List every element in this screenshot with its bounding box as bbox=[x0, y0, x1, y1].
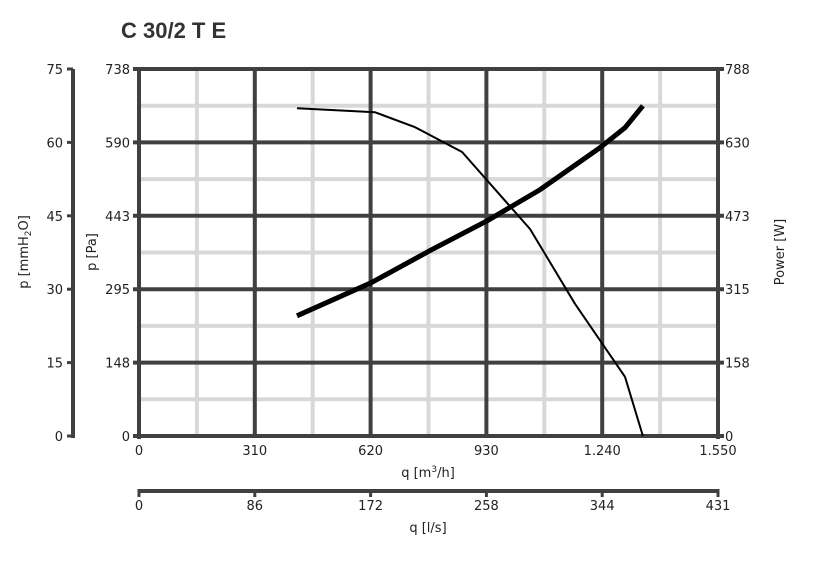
y-tick-mmh2o: 60 bbox=[46, 136, 63, 151]
x-tick-ls: 344 bbox=[590, 499, 615, 514]
y-axis-pa: 738 590 443 295 148 0 bbox=[105, 63, 130, 445]
y-axis-pa-label: p [Pa] bbox=[85, 233, 100, 271]
y-tick-power: 473 bbox=[725, 210, 750, 225]
x-tick-ls: 258 bbox=[474, 499, 499, 514]
x-axis-ls: 0 86 172 258 344 431 bbox=[135, 489, 731, 514]
x-tick-m3h: 1.550 bbox=[699, 444, 736, 459]
x-tick-m3h: 0 bbox=[135, 444, 143, 459]
y-axis-mmh2o: 75 60 45 30 15 0 bbox=[46, 63, 75, 445]
x-tick-ls: 431 bbox=[706, 499, 731, 514]
y-axis-mmh2o-label: p [mmH2O] bbox=[17, 215, 34, 289]
x-tick-m3h: 310 bbox=[242, 444, 267, 459]
y-tick-mmh2o: 30 bbox=[46, 283, 63, 298]
y-tick-pa: 295 bbox=[105, 283, 130, 298]
x-tick-m3h: 930 bbox=[474, 444, 499, 459]
x-tick-m3h: 620 bbox=[358, 444, 383, 459]
y-tick-pa: 738 bbox=[105, 63, 130, 78]
y-tick-power: 158 bbox=[725, 357, 750, 372]
x-tick-ls: 0 bbox=[135, 499, 143, 514]
chart-title: C 30/2 T E bbox=[121, 18, 226, 43]
x-tick-ls: 86 bbox=[247, 499, 264, 514]
power-curve bbox=[295, 104, 645, 319]
y-tick-pa: 443 bbox=[105, 210, 130, 225]
y-tick-mmh2o: 75 bbox=[46, 63, 63, 78]
y-tick-pa: 0 bbox=[122, 430, 130, 445]
x-tick-ls: 172 bbox=[358, 499, 383, 514]
x-axis-ls-label: q [l/s] bbox=[409, 521, 446, 536]
x-tick-m3h: 1.240 bbox=[584, 444, 621, 459]
y-tick-mmh2o: 15 bbox=[46, 357, 63, 372]
y-tick-power: 0 bbox=[725, 430, 733, 445]
y-axis-power: 788 630 473 315 158 0 bbox=[725, 63, 750, 445]
y-tick-power: 315 bbox=[725, 283, 750, 298]
pressure-curve bbox=[296, 107, 644, 437]
y-tick-pa: 590 bbox=[105, 136, 130, 151]
y-tick-mmh2o: 45 bbox=[46, 210, 63, 225]
y-axis-power-label: Power [W] bbox=[773, 219, 788, 285]
major-gridlines bbox=[133, 67, 724, 439]
y-tick-power: 788 bbox=[725, 63, 750, 78]
y-tick-mmh2o: 0 bbox=[55, 430, 63, 445]
y-tick-pa: 148 bbox=[105, 357, 130, 372]
minor-gridlines bbox=[139, 69, 718, 436]
x-axis-m3h-label: q [m3/h] bbox=[401, 465, 455, 481]
y-tick-power: 630 bbox=[725, 136, 750, 151]
x-axis-m3h: 0 310 620 930 1.240 1.550 bbox=[135, 444, 737, 459]
